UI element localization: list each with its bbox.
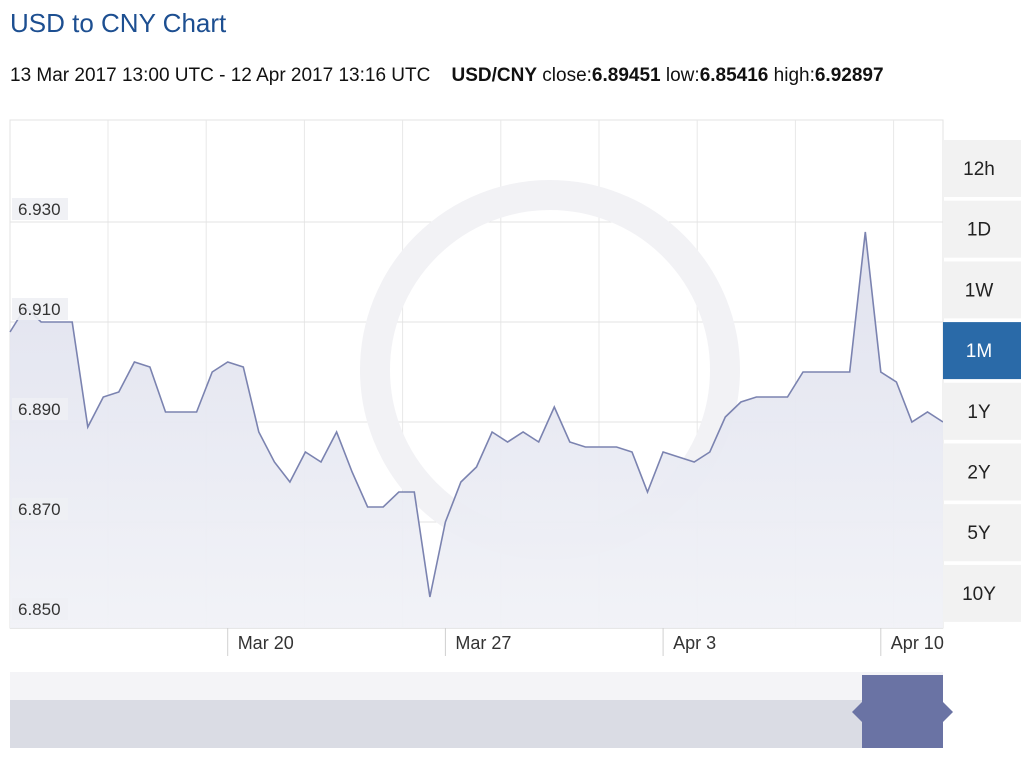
range-button-label[interactable]: 1M: [966, 341, 992, 362]
x-tick-label: Mar 27: [455, 633, 511, 653]
range-button[interactable]: [943, 261, 1021, 319]
range-button-label[interactable]: 2Y: [967, 463, 991, 484]
navigator-series: [10, 700, 943, 748]
x-tick-label: Apr 10: [891, 633, 944, 653]
navigator-handle-left[interactable]: [852, 702, 862, 722]
range-button-label[interactable]: 1W: [965, 280, 994, 301]
pair: USD/CNY: [451, 65, 537, 86]
range-button-label[interactable]: 1D: [967, 220, 991, 241]
range-button-label[interactable]: 5Y: [967, 523, 991, 544]
close-label: close:: [542, 65, 592, 86]
range-button[interactable]: [943, 140, 1021, 197]
y-tick-label: 6.890: [18, 400, 61, 419]
range-button[interactable]: [943, 443, 1021, 501]
range-button[interactable]: [943, 504, 1021, 562]
area-fill: [10, 232, 943, 628]
range-button[interactable]: [943, 564, 1021, 622]
navigator-handle-right[interactable]: [943, 702, 953, 722]
low-label: low:: [665, 65, 700, 86]
info-line: 13 Mar 2017 13:00 UTC - 12 Apr 2017 13:1…: [10, 62, 910, 90]
range-button-label[interactable]: 10Y: [962, 584, 996, 605]
y-tick-label-bg: [12, 398, 68, 420]
range-button[interactable]: [943, 382, 1021, 440]
y-tick-label-bg: [12, 198, 68, 220]
low-value: 6.85416: [699, 65, 769, 86]
y-tick-label: 6.870: [18, 500, 61, 519]
navigator-window[interactable]: [862, 675, 943, 748]
y-tick-label-bg: [12, 298, 68, 320]
close-value: 6.89451: [591, 65, 661, 86]
x-tick-label: Apr 3: [673, 633, 716, 653]
range-button[interactable]: [943, 200, 1021, 258]
x-tick-label: Mar 20: [238, 633, 294, 653]
y-tick-label: 6.930: [18, 200, 61, 219]
range-button[interactable]: [943, 322, 1021, 380]
range-button-label[interactable]: 1Y: [967, 402, 991, 423]
page-title: USD to CNY Chart: [10, 8, 227, 38]
y-tick-label: 6.850: [18, 600, 61, 619]
price-line: [9, 231, 944, 598]
high-label: high:: [773, 65, 815, 86]
y-tick-label-bg: [12, 598, 68, 620]
range-button-label[interactable]: 12h: [963, 159, 995, 180]
high-value: 6.92897: [814, 65, 884, 86]
date-range: 13 Mar 2017 13:00 UTC - 12 Apr 2017 13:1…: [10, 65, 431, 86]
y-tick-label-bg: [12, 498, 68, 520]
y-tick-label: 6.910: [18, 300, 61, 319]
